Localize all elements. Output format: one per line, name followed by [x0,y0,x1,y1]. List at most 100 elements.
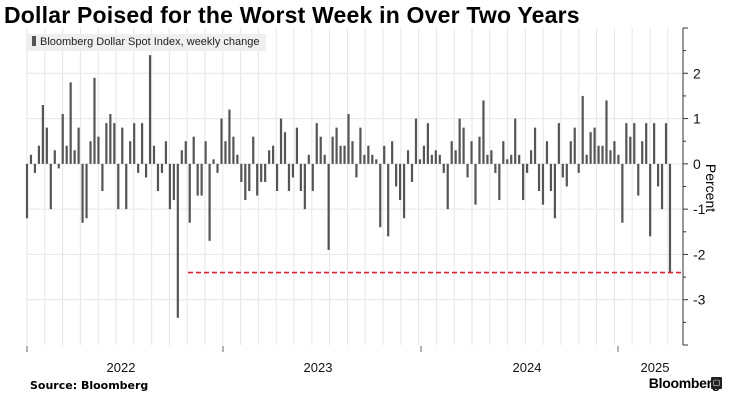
bar [220,118,223,164]
x-tick-label: 2024 [513,360,542,375]
bar [85,163,88,219]
y-tick-label: 0 [693,156,701,172]
y-axis: -3 -2 -1 0 1 2 [682,27,706,346]
bar [581,95,584,164]
bar [33,163,37,173]
bar [228,109,231,164]
bar [383,145,386,164]
bar [212,159,215,164]
bar [256,163,259,196]
bar [57,163,60,169]
bar [188,163,191,223]
bar [625,123,628,164]
bar [232,136,235,164]
y-tick-label: -2 [693,246,706,262]
bar [105,123,108,164]
bar [264,163,267,182]
bar [660,163,664,210]
bar [224,141,227,164]
bar [593,127,596,164]
bar [430,154,433,164]
bar [426,123,429,164]
bar [204,141,207,164]
bar [621,163,624,223]
x-tick-label: 2025 [641,360,670,375]
bar [180,150,183,164]
bar [307,154,310,164]
bar [649,163,652,237]
bar [363,154,366,164]
legend-swatch [32,36,36,46]
bar [601,145,604,164]
bar [101,163,104,192]
brand-logo: Bloomberg [648,375,721,391]
bar [49,163,52,210]
bar [133,123,136,164]
bar [446,163,449,210]
chart-title: Dollar Poised for the Worst Week in Over… [4,2,580,28]
bar [502,141,505,164]
bar [494,163,497,173]
bar [589,132,592,164]
bar [406,150,410,164]
bar [454,150,457,164]
bar [271,145,275,164]
bar [434,150,437,164]
bar [450,141,453,164]
bar [299,163,302,192]
y-tick-label: -1 [693,201,706,217]
bar [541,163,545,205]
bar [565,163,568,187]
bar [402,163,406,219]
bar [109,114,112,164]
bar [156,163,160,192]
bar [208,163,211,241]
bar [561,163,564,178]
bar [244,163,247,201]
bar [597,145,600,164]
bar [287,163,291,192]
bar [347,114,350,164]
bar [422,145,426,164]
terminal-icon: ▢ [711,377,722,389]
x-tick-label: 2022 [107,360,136,375]
bar [442,163,445,173]
bar [482,100,485,164]
bar [395,163,398,187]
bar [343,145,346,164]
bar [164,141,168,164]
bar [549,163,553,192]
bar [498,163,501,201]
bar [613,141,616,164]
bar [311,163,314,192]
x-axis: 2022 2023 2024 2025 [26,346,670,375]
bar [486,154,489,164]
bar [89,141,92,164]
bar [315,123,318,164]
bar [125,163,128,210]
x-tick-label: 2023 [304,360,333,375]
bar [323,154,326,164]
legend: Bloomberg Dollar Spot Index, weekly chan… [26,34,266,51]
bar [252,136,255,164]
bar [200,163,203,196]
bar [617,154,620,164]
bar [573,127,576,164]
bar [629,136,632,164]
bar [236,154,239,164]
bar [609,150,612,164]
y-tick-label: 1 [693,111,701,127]
bar [279,118,283,164]
bar [283,132,287,164]
bar [506,159,509,164]
y-axis-label: Percent [703,163,719,213]
bar [605,100,608,164]
bar [514,118,517,164]
bar [339,145,342,164]
bar [160,163,164,173]
bar [291,163,295,178]
bar [61,114,64,164]
bar [129,141,132,164]
bar [240,163,243,182]
bar [152,145,156,164]
